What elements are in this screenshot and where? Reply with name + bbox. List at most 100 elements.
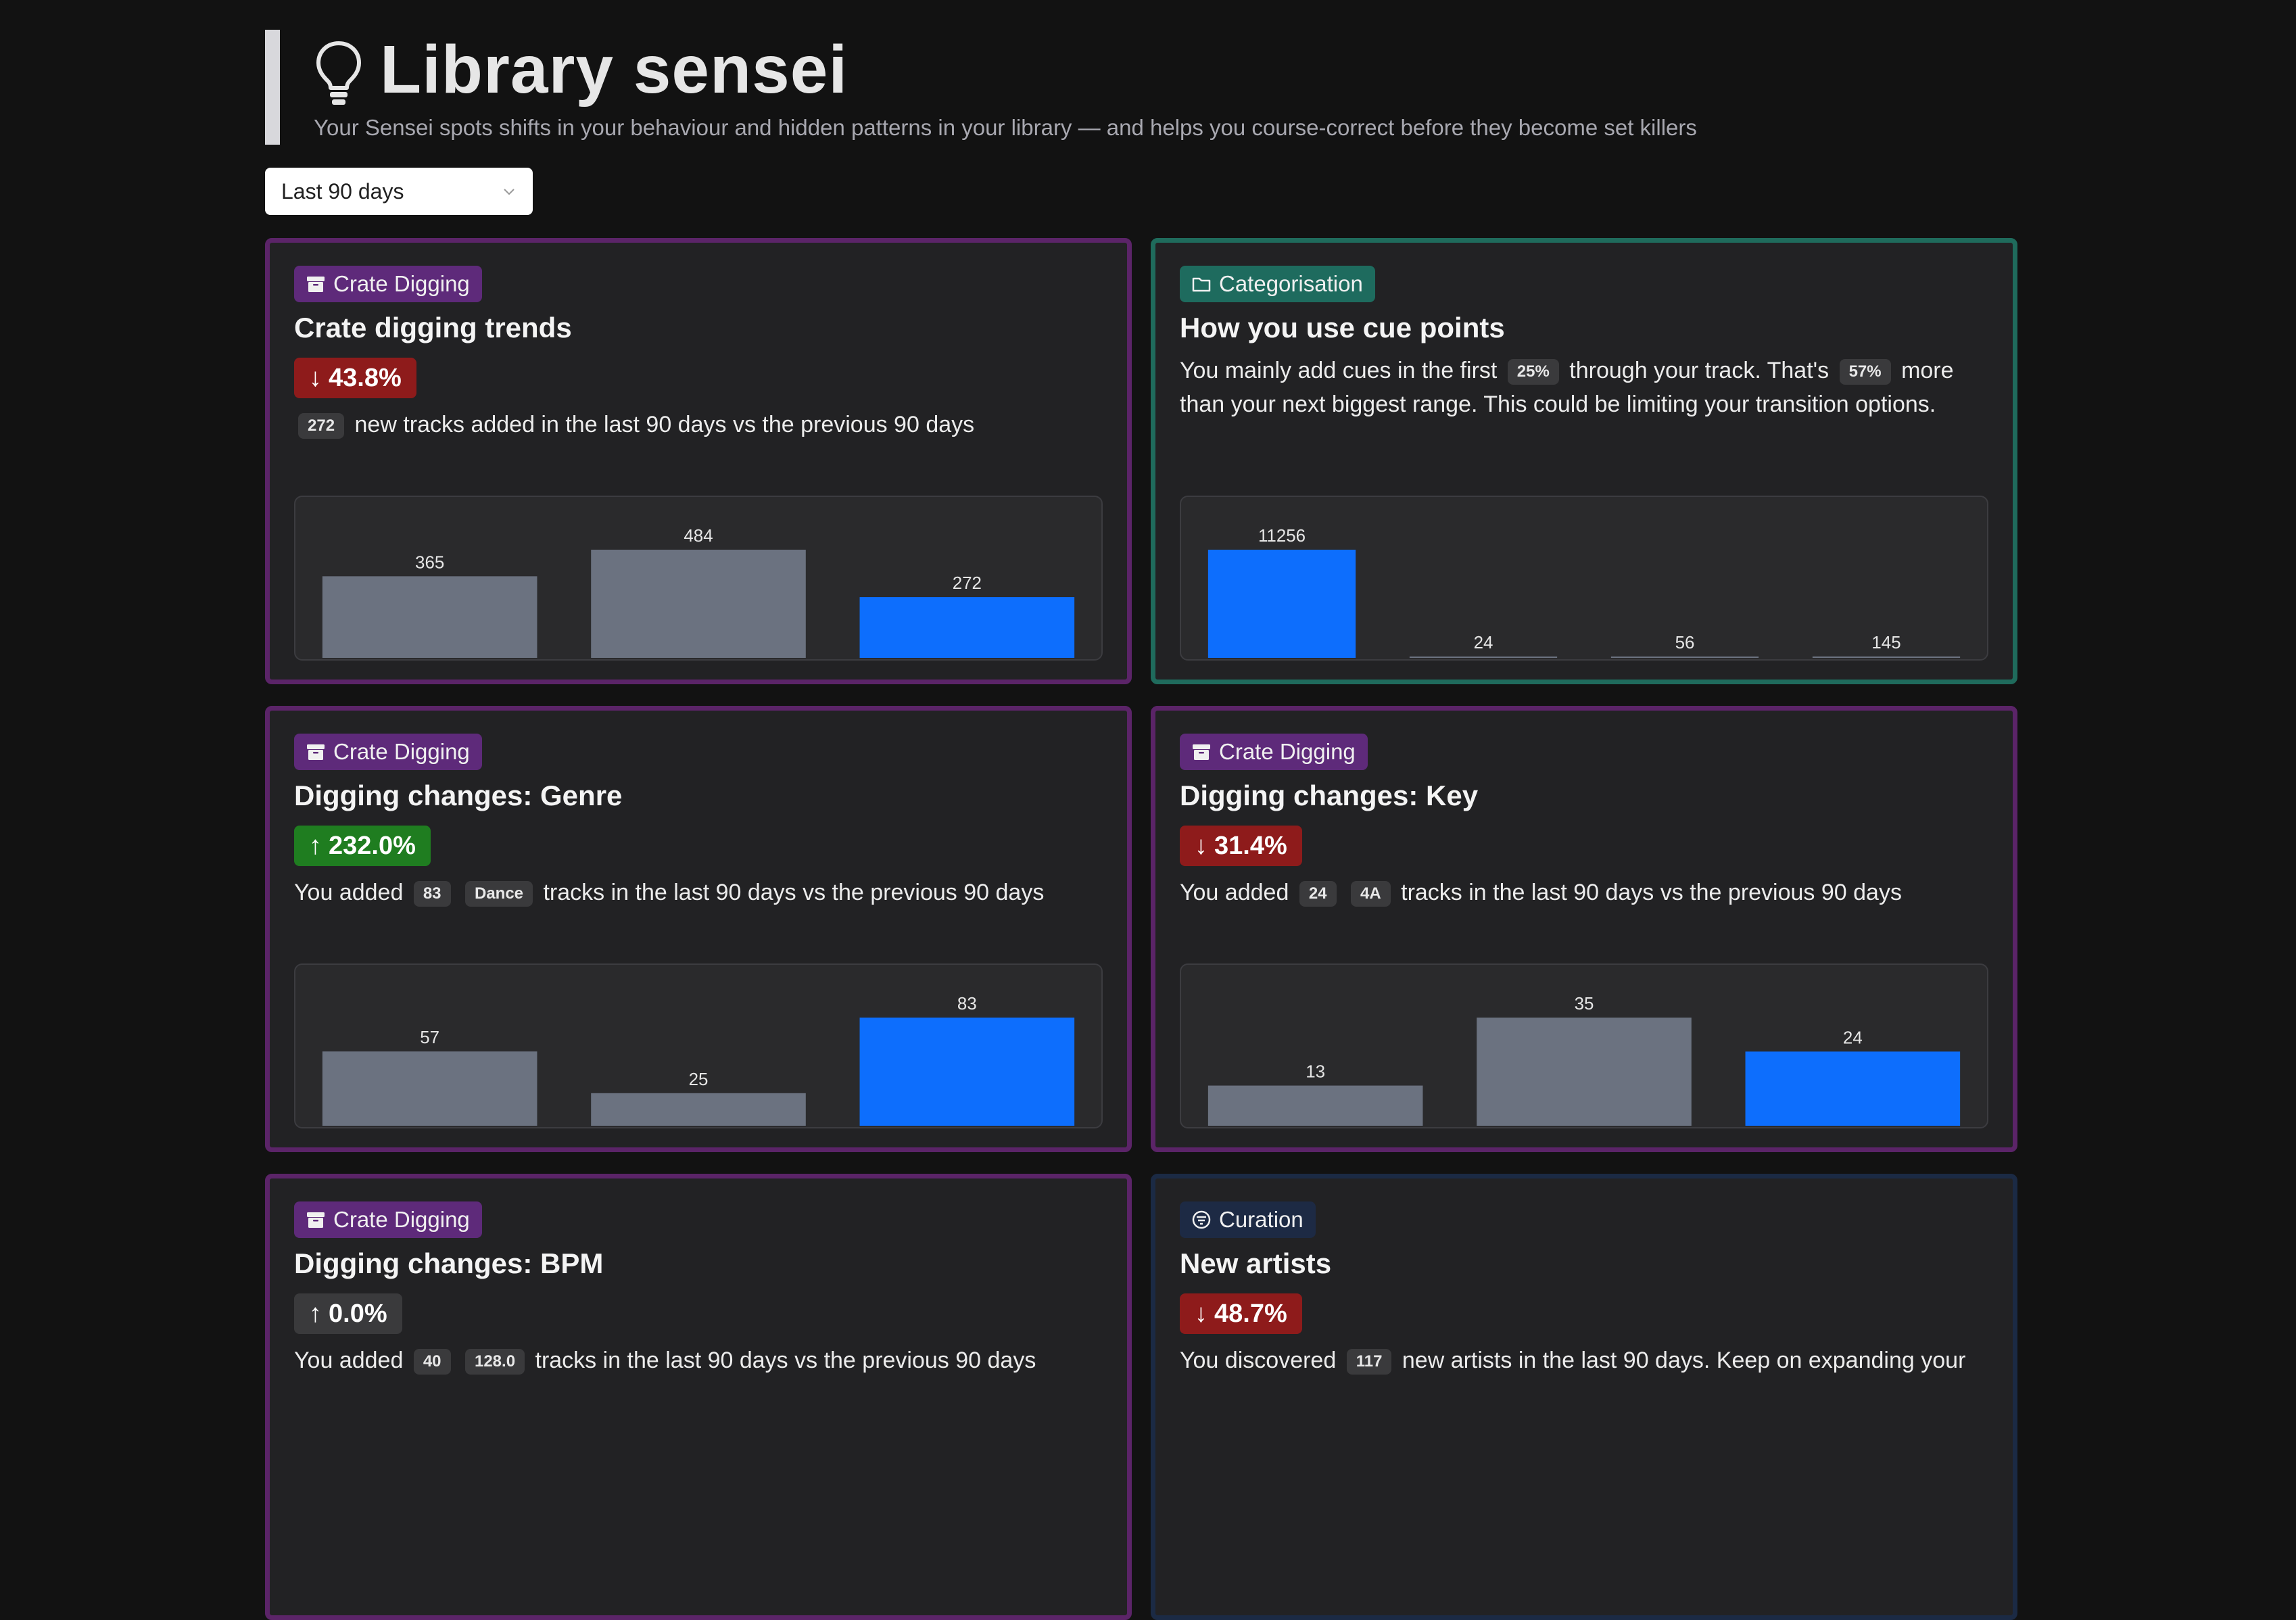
chart-data-label: 11256 bbox=[1258, 527, 1306, 546]
category-tag: Crate Digging bbox=[294, 734, 482, 770]
insight-card-new-artists: Curation New artists ↓ 48.7% You discove… bbox=[1151, 1174, 2017, 1620]
change-value: 31.4% bbox=[1214, 831, 1287, 860]
page-title: Library sensei bbox=[380, 32, 848, 108]
lightbulb-icon bbox=[316, 41, 361, 105]
chart-bar bbox=[1207, 550, 1356, 658]
desc-text: tracks in the last 90 days vs the previo… bbox=[543, 880, 1045, 905]
insight-card-genre: Crate Digging Digging changes: Genre ↑ 2… bbox=[265, 706, 1132, 1152]
card-title: Digging changes: BPM bbox=[294, 1247, 604, 1279]
change-badge: ↓ 48.7% bbox=[1180, 1293, 1302, 1334]
chart-bar bbox=[859, 597, 1075, 658]
arrow-down-icon: ↓ bbox=[309, 363, 322, 392]
filter-icon bbox=[1192, 1210, 1211, 1229]
card-title: Crate digging trends bbox=[294, 312, 572, 343]
chart-bar bbox=[591, 1093, 806, 1126]
category-tag: Categorisation bbox=[1180, 266, 1375, 302]
desc-text: You discovered bbox=[1180, 1348, 1337, 1373]
chart-data-label: 57 bbox=[420, 1028, 439, 1047]
card-title: Digging changes: Key bbox=[1180, 780, 1479, 811]
desc-text: You mainly add cues in the first bbox=[1180, 358, 1498, 383]
folder-icon bbox=[1192, 277, 1211, 292]
chart-bar bbox=[322, 1051, 537, 1126]
desc-text: You added bbox=[294, 880, 404, 905]
archive-icon bbox=[307, 1212, 325, 1228]
desc-text: more than your next biggest range. This … bbox=[1180, 358, 1954, 417]
page-subtitle: Your Sensei spots shifts in your behavio… bbox=[314, 115, 1697, 140]
category-tag: Curation bbox=[1180, 1201, 1316, 1238]
chart-data-label: 145 bbox=[1871, 634, 1900, 652]
change-value: 43.8% bbox=[329, 363, 402, 392]
change-value: 48.7% bbox=[1214, 1299, 1287, 1328]
category-tag-label: Crate Digging bbox=[333, 1207, 470, 1232]
arrow-down-icon: ↓ bbox=[1195, 831, 1207, 860]
chart-data-label: 13 bbox=[1306, 1063, 1325, 1082]
value-pill: 272 bbox=[298, 413, 345, 439]
bar-chart: 11256 24 56 145 bbox=[1180, 496, 1988, 661]
chart-bar bbox=[1409, 657, 1558, 658]
chart-bar bbox=[1745, 1051, 1961, 1126]
genre-pill: Dance bbox=[464, 881, 533, 907]
change-badge: ↓ 31.4% bbox=[1180, 826, 1302, 866]
card-description: You discovered 117 new artists in the la… bbox=[1180, 1343, 1988, 1377]
change-badge: ↓ 43.8% bbox=[294, 358, 416, 398]
insight-card-key: Crate Digging Digging changes: Key ↓ 31.… bbox=[1151, 706, 2017, 1152]
value-pill: 57% bbox=[1839, 359, 1891, 385]
chart-data-label: 56 bbox=[1675, 634, 1695, 652]
chart-bar bbox=[1207, 1085, 1423, 1126]
page-header: Library sensei Your Sensei spots shifts … bbox=[265, 30, 2017, 145]
value-pill: 24 bbox=[1299, 881, 1337, 907]
chart-data-label: 365 bbox=[415, 553, 444, 572]
chart-bar bbox=[859, 1018, 1075, 1126]
change-badge: ↑ 232.0% bbox=[294, 826, 431, 866]
chart-bar bbox=[1610, 657, 1759, 658]
chevron-down-icon bbox=[504, 189, 515, 195]
category-tag: Crate Digging bbox=[294, 1201, 482, 1238]
change-badge: ↑ 0.0% bbox=[294, 1293, 402, 1334]
chart-data-label: 24 bbox=[1474, 634, 1493, 652]
chart-data-label: 83 bbox=[957, 995, 977, 1014]
key-pill: 4A bbox=[1350, 881, 1391, 907]
arrow-up-icon: ↑ bbox=[309, 1299, 322, 1328]
insight-card-cue-points: Categorisation How you use cue points Yo… bbox=[1151, 238, 2017, 684]
chart-data-label: 272 bbox=[953, 574, 982, 593]
card-description: You mainly add cues in the first 25% thr… bbox=[1180, 354, 1988, 421]
bar-chart: 365 484 272 bbox=[294, 496, 1103, 661]
change-value: 0.0% bbox=[329, 1299, 387, 1328]
category-tag: Crate Digging bbox=[1180, 734, 1368, 770]
desc-text: through your track. That's bbox=[1569, 358, 1829, 383]
library-sensei-page: Library sensei Your Sensei spots shifts … bbox=[265, 30, 2017, 1620]
arrow-down-icon: ↓ bbox=[1195, 1299, 1207, 1328]
insight-card-bpm: Crate Digging Digging changes: BPM ↑ 0.0… bbox=[265, 1174, 1132, 1620]
archive-icon bbox=[307, 744, 325, 760]
insight-cards: Crate Digging Crate digging trends ↓ 43.… bbox=[265, 238, 2017, 1620]
card-title: How you use cue points bbox=[1180, 312, 1505, 343]
bar-chart: 13 35 24 bbox=[1180, 963, 1988, 1128]
category-tag-label: Crate Digging bbox=[333, 739, 470, 764]
desc-text: You added bbox=[1180, 880, 1289, 905]
category-tag: Crate Digging bbox=[294, 266, 482, 302]
chart-bar bbox=[591, 550, 806, 658]
chart-data-label: 35 bbox=[1575, 995, 1594, 1014]
date-range-select[interactable]: Last 90 days bbox=[265, 168, 533, 215]
change-value: 232.0% bbox=[329, 831, 416, 860]
card-description: You added 40 128.0 tracks in the last 90… bbox=[294, 1343, 1103, 1377]
card-description: 272 new tracks added in the last 90 days… bbox=[294, 408, 1103, 442]
chart-bar bbox=[1477, 1018, 1692, 1126]
desc-text: You added bbox=[294, 1348, 404, 1373]
category-tag-label: Crate Digging bbox=[333, 271, 470, 296]
chart-data-label: 24 bbox=[1843, 1028, 1863, 1047]
card-description: You added 24 4A tracks in the last 90 da… bbox=[1180, 876, 1988, 909]
value-pill: 40 bbox=[413, 1349, 451, 1375]
bar-chart: 57 25 83 bbox=[294, 963, 1103, 1128]
chart-bar bbox=[1812, 656, 1961, 658]
desc-text: new artists in the last 90 days. Keep on… bbox=[1402, 1348, 1966, 1373]
category-tag-label: Categorisation bbox=[1219, 271, 1363, 296]
archive-icon bbox=[307, 277, 325, 292]
chart-data-label: 484 bbox=[684, 527, 713, 546]
value-pill: 83 bbox=[413, 881, 451, 907]
value-pill: 25% bbox=[1507, 359, 1559, 385]
arrow-up-icon: ↑ bbox=[309, 831, 322, 860]
card-title: Digging changes: Genre bbox=[294, 780, 623, 811]
date-range-value: Last 90 days bbox=[281, 178, 404, 204]
value-pill: 117 bbox=[1346, 1349, 1392, 1375]
